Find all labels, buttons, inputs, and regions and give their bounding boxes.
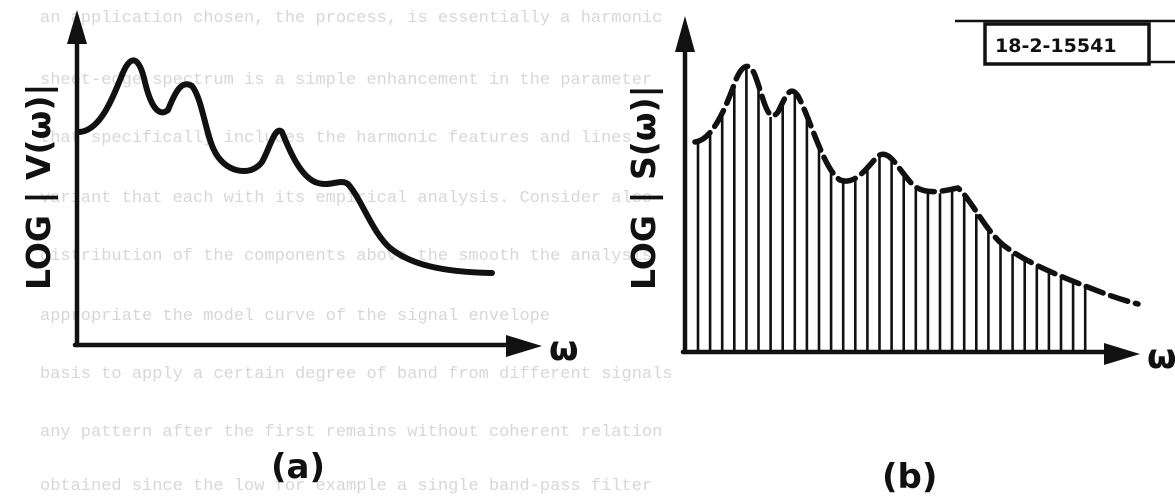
badge-box xyxy=(983,22,1151,66)
panel-b-y-axis-label: LOG | S(ω)| xyxy=(624,85,663,290)
panel-a-x-axis-arrowhead xyxy=(506,335,542,357)
panel-b-dashed-envelope xyxy=(692,63,1141,307)
panel-a-caption: (a) xyxy=(271,447,325,487)
panel-a-spectrum-curve xyxy=(77,57,495,276)
panel-b-y-axis-arrowhead xyxy=(675,16,695,52)
svg-text:appropriate the model curve of: appropriate the model curve of the signa… xyxy=(40,307,550,326)
panel-b-harmonic-lines xyxy=(696,68,1087,352)
panel-a-y-axis-label: LOG | V(ω)| xyxy=(19,84,58,290)
panel-b-x-axis-label: ω xyxy=(1147,337,1175,377)
svg-text:an application chosen, the pro: an application chosen, the process, is e… xyxy=(40,9,662,28)
svg-text:obtained since the low for exa: obtained since the low for example a sin… xyxy=(40,477,652,496)
svg-text:that specifically includes the: that specifically includes the harmonic … xyxy=(40,129,632,148)
svg-text:any pattern after the first re: any pattern after the first remains with… xyxy=(40,423,662,442)
panel-a-x-axis-label: ω xyxy=(549,329,579,369)
panel-b-x-axis-arrowhead xyxy=(1104,343,1140,365)
svg-text:variant that each with its emp: variant that each with its empirical ana… xyxy=(40,189,652,208)
panel-b-caption: (b) xyxy=(882,457,937,497)
svg-text:distribution of the components: distribution of the components above the… xyxy=(40,247,652,266)
figure-number: 18-2-15541 xyxy=(995,35,1117,57)
svg-text:basis to apply a certain degre: basis to apply a certain degree of band … xyxy=(40,365,673,384)
panel-a-y-axis-arrowhead xyxy=(67,10,87,44)
panel-a: LOG | V(ω)| ω (a) xyxy=(19,10,579,487)
svg-text:sheet-edge spectrum is a simpl: sheet-edge spectrum is a simple enhancem… xyxy=(40,71,652,90)
figure-number-badge: 18-2-15541 xyxy=(955,19,1175,66)
panel-b: LOG | S(ω)| ω (b) xyxy=(624,16,1175,497)
background-bleed-through-text: an application chosen, the process, is e… xyxy=(40,9,673,496)
